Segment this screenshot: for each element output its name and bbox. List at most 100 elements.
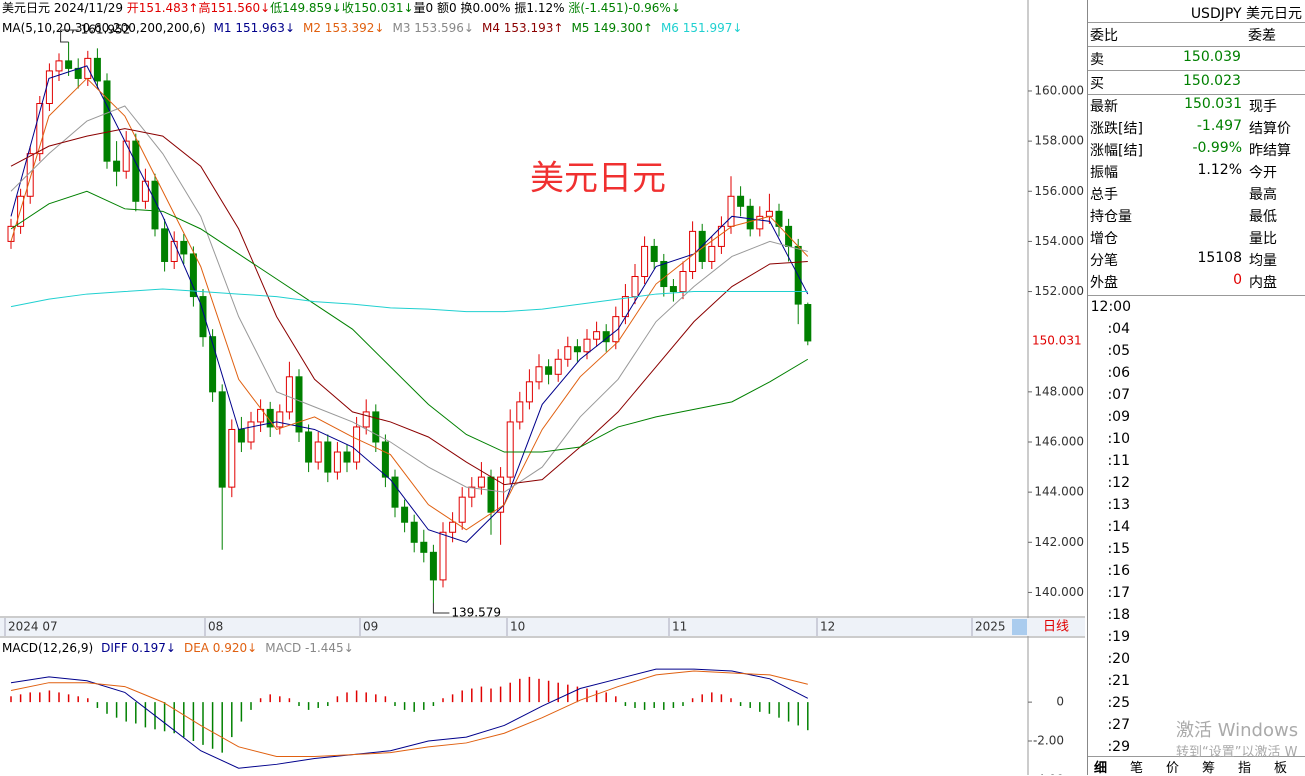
y-tick-label: 160.000 [1034, 83, 1084, 97]
book-label: 卖 [1090, 52, 1104, 68]
time-item: :07 [1107, 387, 1130, 403]
book-price: 150.023 [1183, 73, 1241, 89]
time-item: :04 [1107, 321, 1130, 337]
candle-body [257, 408, 265, 423]
candle-body [804, 304, 812, 342]
tab[interactable]: 细 [1094, 761, 1108, 776]
macd-legend-item: DEA 0.920↓ [184, 641, 257, 655]
time-item: :06 [1107, 365, 1130, 381]
y-tick-label: 0 [1056, 695, 1064, 709]
ratio-label: 委比 [1090, 28, 1118, 44]
candle-body [113, 160, 121, 172]
tab[interactable]: 筹 [1202, 761, 1216, 776]
candle-body [132, 140, 140, 202]
row-label: 最新 [1090, 99, 1118, 115]
y-tick-label: 152.000 [1034, 284, 1084, 298]
candle-body [765, 210, 773, 217]
peak-label: 161.952 [81, 23, 131, 37]
chart-title: 美元日元 [530, 159, 666, 199]
time-item: :05 [1107, 343, 1130, 359]
macd-legend-item: MACD -1.445↓ [265, 641, 354, 655]
month-label: 12 [820, 620, 835, 634]
candle-body [170, 240, 178, 262]
ma-legend-item: M4 153.193↑ [482, 21, 563, 35]
time-item: :27 [1107, 717, 1130, 733]
candle-body [141, 180, 149, 202]
quote-header: 美元日元 2024/11/29 开151.483↑高151.560↓低149.8… [2, 0, 681, 15]
row-border [1088, 46, 1305, 47]
row-right: 结算价 [1249, 121, 1291, 137]
candle-body [209, 336, 217, 393]
y-tick-label: 148.000 [1034, 384, 1084, 398]
ma-line [10, 190, 809, 453]
chart: 美元日元 2024/11/29 开151.483↑高151.560↓低149.8… [0, 0, 1085, 775]
header-field: 高151.560↓ [198, 0, 270, 15]
candle-body [218, 391, 226, 488]
time-item: :29 [1107, 739, 1130, 755]
ma-legend-item: M1 151.963↓ [214, 21, 295, 35]
tab[interactable]: 价 [1166, 761, 1180, 776]
period-button[interactable]: 日线 [1043, 620, 1069, 635]
candle-body [93, 57, 101, 82]
candle-body [746, 205, 754, 230]
row-right: 昨结算 [1249, 143, 1291, 159]
ma-legend-item: MA(5,10,20,30,60,200,200,200,6) [2, 21, 206, 35]
month-label: 08 [208, 620, 223, 634]
diff-label: 委差 [1248, 28, 1276, 44]
row-label: 持仓量 [1090, 209, 1132, 225]
header-field: 美元日元 2024/11/29 [2, 1, 127, 15]
candle-body [449, 521, 457, 533]
candle-body [679, 270, 687, 293]
candle-body [516, 401, 524, 423]
candle-body [487, 476, 495, 513]
candle-body [353, 426, 361, 463]
row-value: -1.497 [1196, 118, 1242, 134]
ma-legend-item: M6 151.997↓ [661, 21, 742, 35]
row-label: 振幅 [1090, 165, 1118, 181]
watermark: 转到“设置”以激活 W [1176, 745, 1298, 760]
candle-body [593, 331, 601, 340]
candle-body [545, 366, 553, 375]
trough-label: 139.579 [451, 605, 501, 619]
candle-body [362, 411, 370, 428]
y-tick-label: -2.00 [1033, 733, 1064, 747]
candle-body [727, 195, 735, 227]
candle-body [669, 286, 677, 293]
row-value: -0.99% [1192, 140, 1242, 156]
time-item: :17 [1107, 585, 1130, 601]
tab[interactable]: 笔 [1130, 761, 1144, 776]
row-border [1088, 22, 1305, 23]
time-item: :18 [1107, 607, 1130, 623]
candle-body [583, 338, 591, 353]
row-right: 最低 [1249, 209, 1277, 225]
row-label: 总手 [1090, 187, 1118, 203]
ma-line [10, 105, 808, 493]
candle-body [36, 103, 44, 155]
ma-legend-item: M2 153.392↓ [303, 21, 384, 35]
candle-body [266, 408, 274, 428]
row-value: 15108 [1197, 250, 1242, 266]
candle-body [420, 541, 428, 553]
book-label: 买 [1090, 76, 1104, 92]
candle-body [391, 476, 399, 508]
ma-line [10, 288, 808, 313]
row-right: 今开 [1249, 165, 1277, 181]
candle-body [650, 245, 658, 262]
candle-body [525, 381, 533, 403]
candle-body [641, 245, 649, 278]
candle-body [180, 240, 188, 255]
y-tick-label: 154.000 [1034, 234, 1084, 248]
candle-body [708, 245, 716, 262]
candle-body [65, 60, 73, 69]
time-item: :15 [1107, 541, 1130, 557]
time-item: :14 [1107, 519, 1130, 535]
candle-body [381, 441, 389, 478]
quote-panel: USDJPY 美元日元 委比 委差卖 150.039 买 150.023 最新 150.031… [1087, 0, 1305, 776]
tab[interactable]: 板 [1274, 761, 1288, 776]
candle-body [103, 80, 111, 162]
time-item: :20 [1107, 651, 1130, 667]
row-border [1088, 70, 1305, 71]
month-label: 11 [672, 620, 687, 634]
tab[interactable]: 指 [1238, 761, 1252, 776]
time-item: :12 [1107, 475, 1130, 491]
